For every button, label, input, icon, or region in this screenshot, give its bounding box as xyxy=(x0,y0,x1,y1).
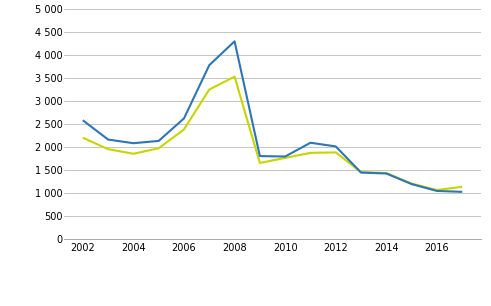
Asuntolainan korot xyxy=(333,144,339,148)
Asuntolainan korot xyxy=(131,141,136,145)
Korot xyxy=(206,88,212,91)
Asuntolainan korot xyxy=(434,189,440,193)
Korot xyxy=(383,171,389,175)
Line: Korot: Korot xyxy=(83,76,462,190)
Korot xyxy=(409,182,414,185)
Korot xyxy=(307,151,313,155)
Korot xyxy=(156,147,162,150)
Asuntolainan korot xyxy=(409,182,414,186)
Korot xyxy=(131,152,136,155)
Asuntolainan korot xyxy=(307,141,313,144)
Asuntolainan korot xyxy=(206,63,212,67)
Korot xyxy=(333,151,339,154)
Korot xyxy=(105,147,111,151)
Asuntolainan korot xyxy=(105,138,111,141)
Korot xyxy=(80,136,86,140)
Korot xyxy=(282,156,288,160)
Asuntolainan korot xyxy=(257,154,263,158)
Korot xyxy=(459,185,465,188)
Asuntolainan korot xyxy=(232,39,238,43)
Asuntolainan korot xyxy=(80,118,86,122)
Korot xyxy=(358,170,364,174)
Asuntolainan korot xyxy=(181,117,187,120)
Asuntolainan korot xyxy=(282,155,288,159)
Asuntolainan korot xyxy=(358,171,364,174)
Korot xyxy=(181,128,187,131)
Korot xyxy=(434,188,440,192)
Korot xyxy=(232,75,238,78)
Asuntolainan korot xyxy=(459,190,465,194)
Korot xyxy=(257,161,263,165)
Line: Asuntolainan korot: Asuntolainan korot xyxy=(83,41,462,192)
Asuntolainan korot xyxy=(383,172,389,175)
Asuntolainan korot xyxy=(156,139,162,143)
